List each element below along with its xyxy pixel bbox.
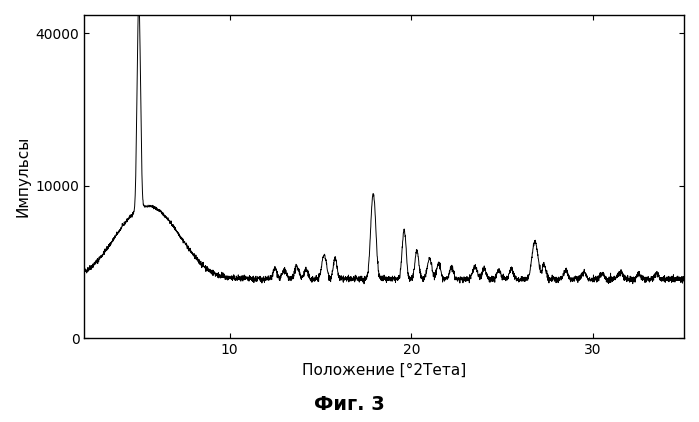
Text: Фиг. 3: Фиг. 3: [314, 395, 385, 414]
Y-axis label: Импульсы: Импульсы: [15, 136, 30, 217]
X-axis label: Положение [°2Тета]: Положение [°2Тета]: [302, 362, 466, 377]
